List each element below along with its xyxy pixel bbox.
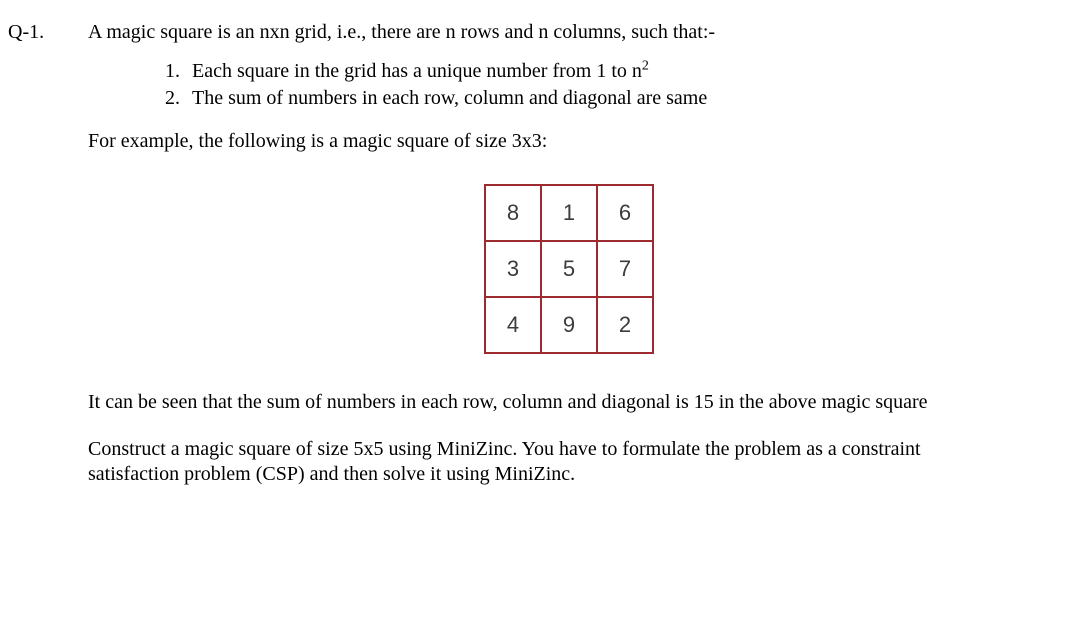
question-number: Q-1. bbox=[8, 20, 88, 45]
magic-cell: 9 bbox=[541, 297, 597, 353]
magic-square-table: 816357492 bbox=[484, 184, 654, 354]
example-intro: For example, the following is a magic sq… bbox=[88, 129, 1050, 154]
list-item-sup: 2 bbox=[642, 58, 649, 73]
task-text: Construct a magic square of size 5x5 usi… bbox=[88, 437, 1050, 487]
list-item-text: The sum of numbers in each row, column a… bbox=[192, 86, 1050, 111]
magic-cell: 7 bbox=[597, 241, 653, 297]
magic-cell: 5 bbox=[541, 241, 597, 297]
list-item-number: 1. bbox=[150, 59, 192, 84]
magic-cell: 2 bbox=[597, 297, 653, 353]
magic-square-figure: 816357492 bbox=[88, 184, 1050, 354]
task-line-2: satisfaction problem (CSP) and then solv… bbox=[88, 463, 575, 485]
magic-cell: 6 bbox=[597, 185, 653, 241]
magic-cell: 1 bbox=[541, 185, 597, 241]
observation-text: It can be seen that the sum of numbers i… bbox=[88, 390, 1050, 415]
conditions-list: 1. Each square in the grid has a unique … bbox=[150, 59, 1050, 111]
list-item-text: Each square in the grid has a unique num… bbox=[192, 59, 1050, 84]
list-item-pre: The sum of numbers in each row, column a… bbox=[192, 87, 707, 109]
list-item: 2. The sum of numbers in each row, colum… bbox=[150, 86, 1050, 111]
list-item-number: 2. bbox=[150, 86, 192, 111]
question-body: A magic square is an nxn grid, i.e., the… bbox=[88, 20, 1050, 487]
task-line-1: Construct a magic square of size 5x5 usi… bbox=[88, 438, 921, 460]
magic-cell: 4 bbox=[485, 297, 541, 353]
list-item-pre: Each square in the grid has a unique num… bbox=[192, 60, 642, 82]
magic-cell: 3 bbox=[485, 241, 541, 297]
list-item: 1. Each square in the grid has a unique … bbox=[150, 59, 1050, 84]
intro-text: A magic square is an nxn grid, i.e., the… bbox=[88, 20, 1050, 45]
magic-cell: 8 bbox=[485, 185, 541, 241]
